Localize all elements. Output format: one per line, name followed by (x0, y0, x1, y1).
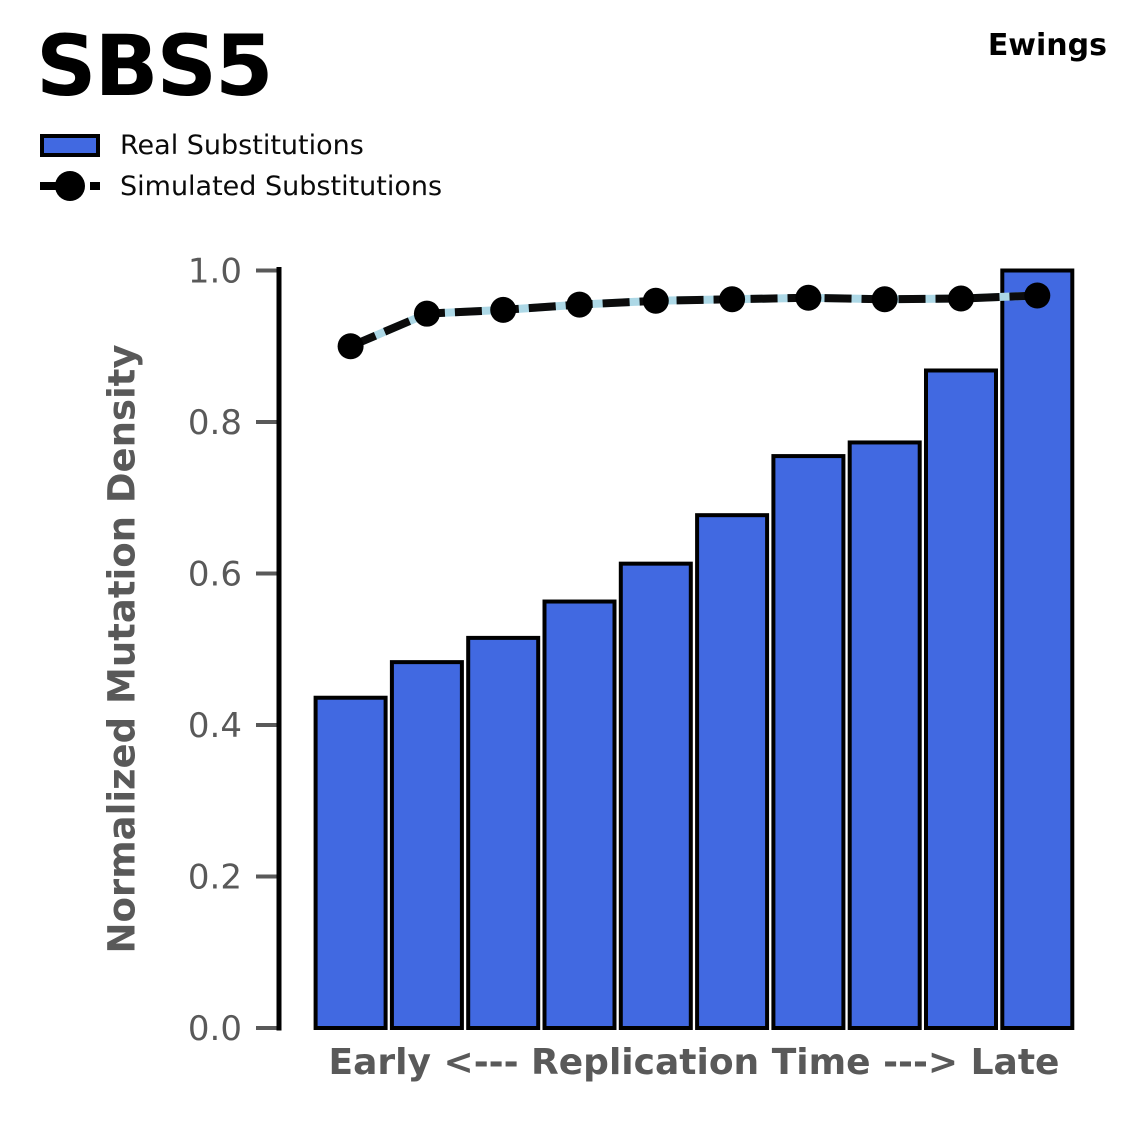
y-tick-label: 0.6 (188, 555, 242, 595)
simulated-marker (719, 286, 746, 313)
y-tick-label: 0.0 (188, 1009, 242, 1049)
real-substitutions-bar (389, 660, 464, 1030)
legend-item-real-substitutions: Real Substitutions (40, 129, 442, 161)
legend: Real Substitutions Simulated Substitutio… (40, 130, 442, 212)
real-substitutions-bar (847, 440, 922, 1030)
y-tick-label: 0.2 (188, 858, 242, 898)
simulated-marker (871, 286, 898, 313)
y-tick-label: 0.8 (188, 403, 242, 443)
sample-name-label: Ewings (987, 28, 1107, 63)
simulated-marker (795, 284, 822, 311)
simulated-marker (413, 300, 440, 327)
simulated-marker (566, 291, 593, 318)
simulated-marker (337, 333, 364, 360)
legend-dash-icon (90, 182, 100, 190)
simulated-marker (642, 287, 669, 314)
legend-dash-icon (40, 182, 66, 190)
legend-circle-marker-icon (55, 171, 85, 201)
real-substitutions-bar (1000, 268, 1075, 1030)
real-substitutions-bar (924, 368, 998, 1030)
simulated-dashed-line (349, 291, 1038, 350)
real-substitutions-bar (313, 695, 388, 1030)
simulated-marker (1024, 282, 1051, 309)
simulated-marker (948, 285, 974, 312)
plot-title: SBS5 (36, 17, 273, 115)
legend-label-real: Real Substitutions (120, 129, 364, 161)
x-axis-label: Early <--- Replication Time ---> Late (328, 1042, 1060, 1083)
real-substitutions-bar (542, 599, 617, 1031)
legend-item-simulated-substitutions: Simulated Substitutions (40, 170, 443, 202)
legend-label-simulated: Simulated Substitutions (120, 170, 443, 202)
real-substitutions-bar (466, 635, 541, 1030)
real-substitutions-bar (695, 513, 770, 1030)
y-tick-label: 0.4 (188, 706, 242, 746)
real-substitutions-bar (618, 561, 693, 1031)
y-tick-label: 1.0 (188, 252, 242, 292)
dashed-line-marker-swatch-icon (40, 171, 100, 201)
bar-swatch-icon (40, 133, 100, 157)
simulated-marker (490, 296, 517, 323)
real-substitutions-bar (771, 454, 846, 1030)
